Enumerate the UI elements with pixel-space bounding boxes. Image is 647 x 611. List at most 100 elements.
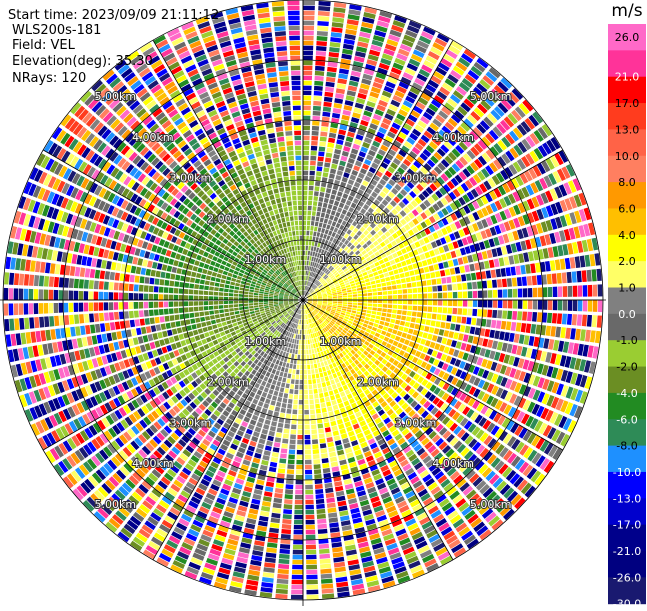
range-gate bbox=[320, 398, 325, 403]
range-gate bbox=[494, 331, 500, 340]
range-gate bbox=[224, 350, 230, 356]
range-gate bbox=[402, 310, 407, 315]
range-gate bbox=[284, 393, 289, 398]
range-gate bbox=[169, 337, 175, 344]
range-gate bbox=[346, 200, 352, 206]
range-gate bbox=[291, 354, 294, 359]
range-gate bbox=[306, 535, 316, 540]
range-gate bbox=[376, 316, 381, 320]
range-gate bbox=[596, 269, 601, 281]
range-gate bbox=[326, 493, 334, 498]
range-gate bbox=[174, 335, 180, 341]
range-gate bbox=[276, 360, 280, 365]
range-gate bbox=[563, 300, 568, 311]
range-gate bbox=[338, 505, 347, 511]
range-gate bbox=[171, 343, 177, 350]
range-gate bbox=[334, 227, 339, 232]
range-gate bbox=[517, 311, 522, 320]
range-gate bbox=[437, 285, 442, 291]
range-gate bbox=[295, 349, 298, 354]
range-gate bbox=[467, 282, 472, 289]
range-gate bbox=[453, 300, 458, 306]
range-gate bbox=[472, 282, 477, 289]
range-gate bbox=[568, 300, 573, 311]
range-gate bbox=[281, 408, 286, 413]
range-gate bbox=[368, 273, 373, 277]
range-gate bbox=[306, 560, 317, 565]
range-gate bbox=[254, 453, 262, 459]
range-gate bbox=[319, 438, 325, 443]
range-gate bbox=[273, 391, 278, 396]
range-gate bbox=[338, 424, 344, 430]
range-gate bbox=[467, 255, 473, 263]
range-gate bbox=[343, 295, 348, 297]
range-gate bbox=[199, 346, 205, 352]
range-gate bbox=[390, 334, 396, 339]
range-gate bbox=[325, 376, 329, 381]
range-gate bbox=[519, 334, 525, 344]
range-gate bbox=[396, 263, 402, 268]
range-gate bbox=[310, 166, 316, 171]
range-gate bbox=[420, 254, 426, 260]
range-gate bbox=[328, 411, 334, 416]
range-gate bbox=[438, 263, 444, 270]
range-gate bbox=[346, 211, 352, 217]
range-gate bbox=[547, 313, 552, 323]
range-gate bbox=[318, 534, 328, 539]
range-gate bbox=[317, 21, 328, 26]
range-gate bbox=[323, 473, 331, 478]
range-gate bbox=[304, 271, 305, 275]
range-gate bbox=[408, 305, 413, 310]
range-gate bbox=[330, 379, 335, 384]
range-gate bbox=[272, 369, 277, 374]
range-gate bbox=[323, 167, 329, 172]
range-gate bbox=[323, 234, 327, 239]
range-gate bbox=[572, 314, 577, 325]
range-gate bbox=[312, 444, 318, 449]
range-gate bbox=[305, 465, 312, 470]
range-gate bbox=[324, 422, 330, 427]
range-gate bbox=[199, 334, 205, 340]
range-gate bbox=[318, 11, 330, 16]
range-gate bbox=[266, 547, 277, 553]
range-gate bbox=[389, 271, 394, 276]
range-gate bbox=[311, 364, 314, 369]
range-gate bbox=[429, 327, 434, 333]
range-gate bbox=[333, 12, 345, 18]
range-gate bbox=[322, 588, 334, 593]
range-gate bbox=[342, 193, 348, 199]
range-gate bbox=[297, 365, 300, 370]
range-gate bbox=[437, 314, 442, 320]
range-gate bbox=[468, 291, 473, 298]
range-gate bbox=[327, 67, 337, 73]
range-gate bbox=[497, 310, 502, 318]
range-gate bbox=[341, 198, 347, 204]
range-gate bbox=[326, 188, 331, 193]
range-gate bbox=[197, 341, 203, 347]
range-gate bbox=[388, 295, 393, 299]
range-gate bbox=[329, 199, 334, 204]
range-gate bbox=[318, 227, 322, 232]
range-gate bbox=[303, 161, 309, 166]
range-gate bbox=[334, 378, 339, 383]
range-gate bbox=[256, 422, 262, 428]
range-gate bbox=[303, 86, 312, 91]
range-gate bbox=[393, 300, 397, 304]
range-gate bbox=[264, 491, 273, 497]
range-gate bbox=[277, 574, 288, 579]
range-gate bbox=[269, 467, 277, 473]
range-gate bbox=[563, 286, 568, 297]
range-gate bbox=[322, 458, 329, 463]
range-gate bbox=[312, 252, 315, 257]
range-gate bbox=[296, 370, 299, 375]
range-gate bbox=[367, 307, 372, 310]
range-gate bbox=[333, 389, 338, 394]
range-gate bbox=[341, 380, 346, 386]
range-gate bbox=[326, 148, 333, 153]
range-gate bbox=[320, 448, 327, 453]
range-gate bbox=[523, 288, 528, 297]
range-gate bbox=[332, 384, 337, 389]
range-gate bbox=[322, 367, 326, 372]
range-gate bbox=[313, 196, 318, 201]
range-gate bbox=[451, 276, 456, 283]
